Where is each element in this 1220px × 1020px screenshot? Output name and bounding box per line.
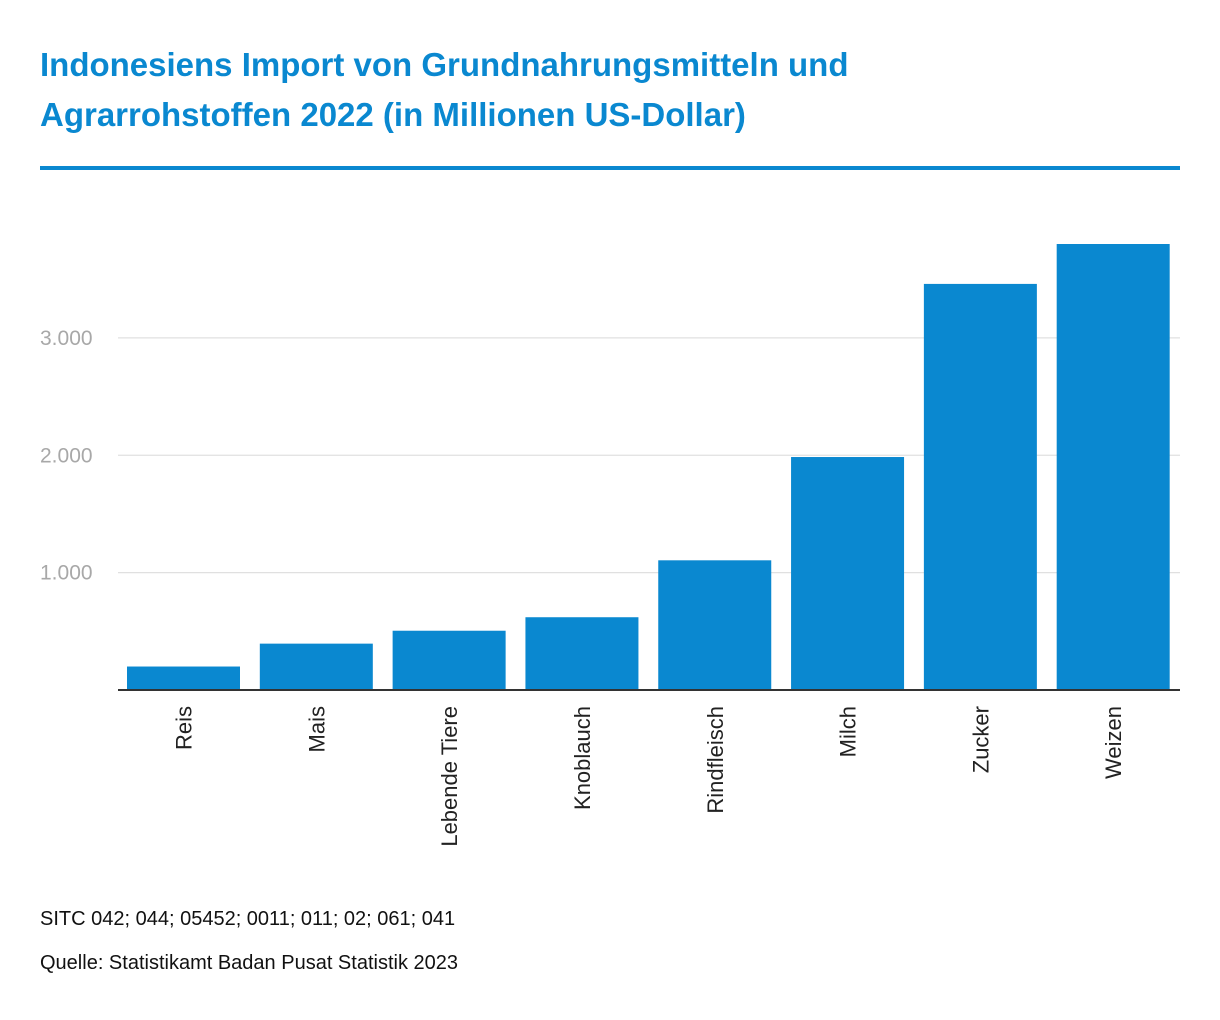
- bar: [1056, 244, 1170, 690]
- bar: [392, 630, 506, 690]
- x-category-label: Rindfleisch: [703, 706, 728, 814]
- sitc-note: SITC 042; 044; 05452; 0011; 011; 02; 061…: [40, 908, 456, 930]
- source-note: Quelle: Statistikamt Badan Pusat Statist…: [40, 952, 458, 974]
- title-divider: [40, 166, 1180, 170]
- x-category-label: Milch: [836, 706, 861, 757]
- bar: [658, 560, 772, 690]
- chart-title: Indonesiens Import von Grundnahrungsmitt…: [40, 40, 1180, 140]
- x-category-label: Lebende Tiere: [437, 706, 462, 847]
- y-tick-label: 1.000: [40, 562, 93, 585]
- x-category-label: Mais: [304, 706, 329, 752]
- y-tick-label: 3.000: [40, 327, 93, 350]
- x-category-label: Weizen: [1101, 706, 1126, 779]
- bar: [791, 457, 905, 690]
- bar: [923, 283, 1037, 690]
- bar: [525, 617, 639, 690]
- x-category-label: Knoblauch: [570, 706, 595, 810]
- x-category-label: Reis: [172, 706, 197, 750]
- chart-title-line-1: Indonesiens Import von Grundnahrungsmitt…: [40, 46, 849, 83]
- x-category-label: Zucker: [968, 706, 993, 773]
- chart-title-line-2: Agrarrohstoffen 2022 (in Millionen US-Do…: [40, 96, 746, 133]
- bar: [259, 643, 373, 690]
- y-tick-label: 2.000: [40, 444, 93, 467]
- bar: [127, 666, 240, 690]
